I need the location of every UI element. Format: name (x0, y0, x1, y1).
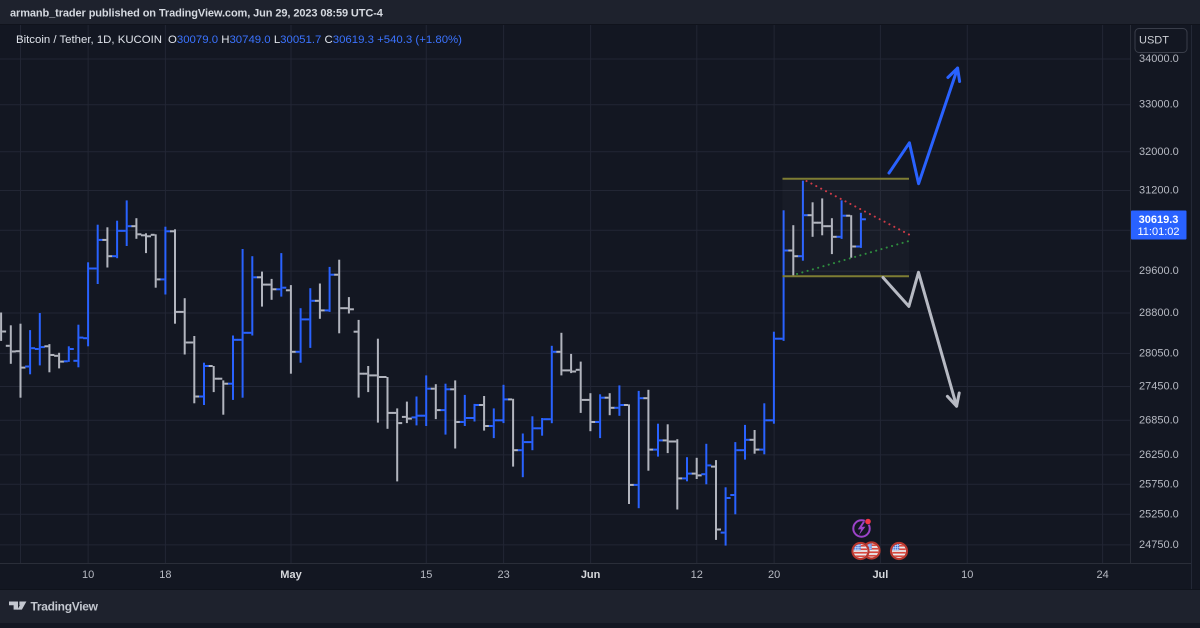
svg-text:30619.3: 30619.3 (1139, 214, 1179, 226)
svg-text:24: 24 (1096, 569, 1108, 581)
svg-text:O30079.0 H30749.0 L30051.7 C30: O30079.0 H30749.0 L30051.7 C30619.3 +540… (168, 34, 462, 46)
svg-text:27450.0: 27450.0 (1139, 381, 1179, 393)
svg-text:32000.0: 32000.0 (1139, 146, 1179, 158)
svg-text:33000.0: 33000.0 (1139, 99, 1179, 111)
svg-text:Bitcoin / Tether, 1D, KUCOIN: Bitcoin / Tether, 1D, KUCOIN (16, 34, 162, 46)
svg-text:25750.0: 25750.0 (1139, 478, 1179, 490)
svg-text:26250.0: 26250.0 (1139, 449, 1179, 461)
svg-text:Jul: Jul (872, 569, 888, 581)
svg-text:25250.0: 25250.0 (1139, 508, 1179, 520)
svg-text:15: 15 (420, 569, 432, 581)
svg-text:31200.0: 31200.0 (1139, 185, 1179, 197)
svg-text:28050.0: 28050.0 (1139, 347, 1179, 359)
svg-text:armanb_trader published on Tra: armanb_trader published on TradingView.c… (10, 8, 384, 20)
svg-text:USDT: USDT (1139, 35, 1169, 47)
svg-text:11:01:02: 11:01:02 (1137, 226, 1179, 238)
svg-text:TradingView: TradingView (31, 600, 99, 614)
svg-text:18: 18 (159, 569, 171, 581)
svg-text:29600.0: 29600.0 (1139, 265, 1179, 277)
svg-text:20: 20 (768, 569, 780, 581)
svg-text:24750.0: 24750.0 (1139, 539, 1179, 551)
svg-text:Jun: Jun (581, 569, 601, 581)
svg-text:26850.0: 26850.0 (1139, 414, 1179, 426)
svg-text:23: 23 (497, 569, 509, 581)
svg-text:28800.0: 28800.0 (1139, 307, 1179, 319)
svg-text:10: 10 (961, 569, 973, 581)
svg-text:10: 10 (82, 569, 94, 581)
svg-text:34000.0: 34000.0 (1139, 53, 1179, 65)
svg-text:12: 12 (691, 569, 703, 581)
svg-text:May: May (280, 569, 302, 581)
